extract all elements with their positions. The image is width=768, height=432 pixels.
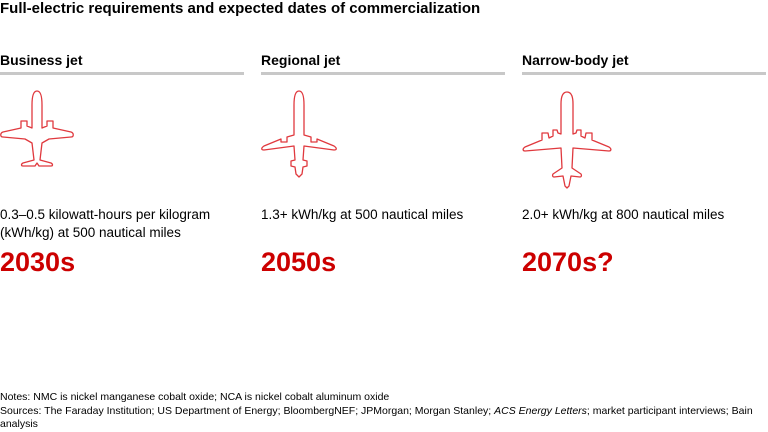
requirement-text: 0.3–0.5 kilowatt-hours per kilogram (kWh… xyxy=(0,207,211,240)
notes-text: Notes: NMC is nickel manganese cobalt ox… xyxy=(0,391,390,403)
divider xyxy=(0,72,244,75)
regional-jet-icon xyxy=(261,90,337,178)
column-heading: Regional jet xyxy=(261,52,341,68)
sources-journal: ACS Energy Letters xyxy=(494,404,587,417)
narrow-body-jet-icon xyxy=(522,91,612,189)
requirement-text: 1.3+ kWh/kg at 500 nautical miles xyxy=(261,207,464,222)
divider xyxy=(522,72,766,75)
column-narrow-body-jet: Narrow-body jet 2.0+ kWh/kg at 800 nauti… xyxy=(522,52,766,277)
sources-prefix: Sources: The Faraday Institution; US Dep… xyxy=(0,404,495,417)
footnotes: Notes: NMC is nickel manganese cobalt ox… xyxy=(0,391,768,432)
sources-text: Sources: The Faraday Institution; US Dep… xyxy=(0,405,768,432)
column-heading: Narrow-body jet xyxy=(522,52,629,68)
column-regional-jet: Regional jet 1.3+ kWh/kg at 500 nautical… xyxy=(261,52,505,277)
page-title: Full-electric requirements and expected … xyxy=(0,0,481,17)
requirement-text: 2.0+ kWh/kg at 800 nautical miles xyxy=(522,207,725,222)
sources-suffix: ; market participant interviews; Bain an… xyxy=(0,404,753,431)
commercialization-date: 2050s xyxy=(261,247,337,277)
divider xyxy=(261,72,505,75)
column-business-jet: Business jet 0.3–0.5 kilowatt-hours per … xyxy=(0,52,244,277)
business-jet-icon xyxy=(0,90,74,167)
column-heading: Business jet xyxy=(0,52,83,68)
commercialization-date: 2030s xyxy=(0,247,76,277)
commercialization-date: 2070s? xyxy=(522,247,614,277)
